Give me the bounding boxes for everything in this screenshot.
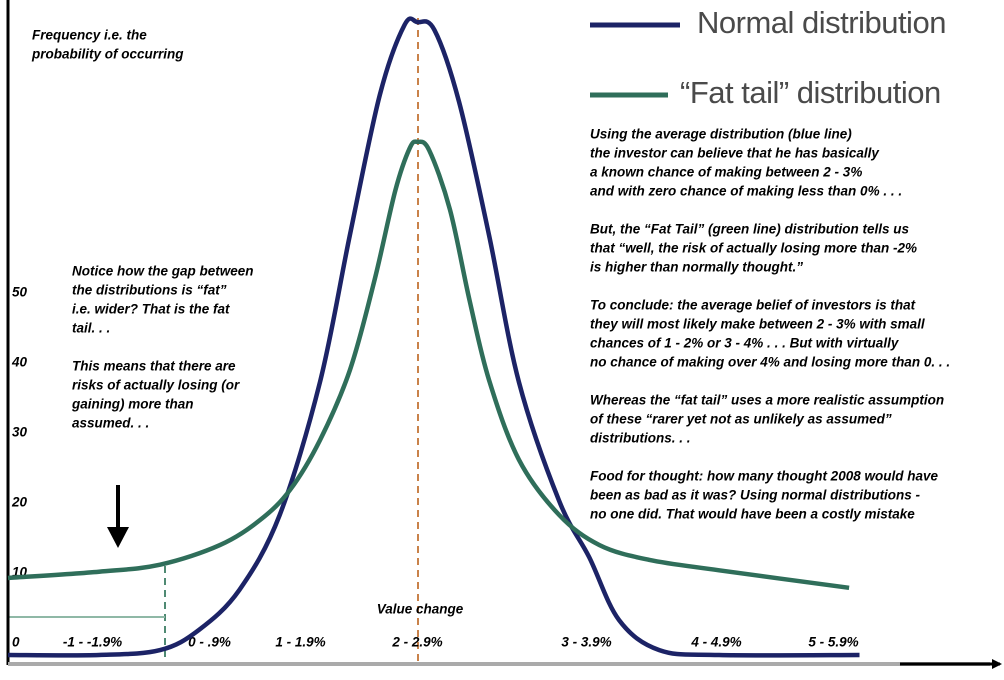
- x-tick-label: -1 - -1.9%: [63, 635, 122, 650]
- annotation: they will most likely make between 2 - 3…: [590, 317, 925, 332]
- y-tick-label: 40: [11, 355, 28, 370]
- x-tick-label: 3 - 3.9%: [561, 635, 611, 650]
- x-tick-label: 0 - .9%: [188, 635, 231, 650]
- annotation: But, the “Fat Tail” (green line) distrib…: [590, 222, 910, 237]
- annotation: Food for thought: how many thought 2008 …: [590, 469, 938, 484]
- y-tick-label: 30: [12, 425, 28, 440]
- series-line: [7, 139, 850, 591]
- annotation: the investor can believe that he has bas…: [590, 146, 880, 161]
- x-tick-label: 5 - 5.9%: [808, 635, 858, 650]
- annotation: This means that there are: [72, 359, 236, 374]
- annotation: i.e. wider? That is the fat: [72, 302, 230, 317]
- annotation: is higher than normally thought.”: [590, 260, 803, 275]
- annotation: chances of 1 - 2% or 3 - 4% . . . But wi…: [590, 336, 900, 351]
- annotation: distributions. . .: [590, 431, 691, 446]
- annotation: no chance of making over 4% and losing m…: [590, 355, 950, 370]
- annotation: risks of actually losing (or: [72, 378, 240, 393]
- y-tick-label: 0: [12, 635, 20, 650]
- series-line: [7, 16, 860, 658]
- legend-label: “Fat tail” distribution: [680, 75, 941, 110]
- annotation: Notice how the gap between: [72, 264, 254, 279]
- annotation: the distributions is “fat”: [72, 283, 227, 298]
- annotation: To conclude: the average belief of inves…: [590, 298, 916, 313]
- annotation: and with zero chance of making less than…: [590, 184, 902, 199]
- legend-label: Normal distribution: [697, 5, 946, 40]
- arrow-head: [107, 527, 129, 548]
- y-tick-label: 20: [11, 495, 28, 510]
- annotation: assumed. . .: [72, 416, 149, 431]
- annotation: Using the average distribution (blue lin…: [590, 127, 852, 142]
- annotation: gaining) more than: [71, 397, 194, 412]
- y-tick-label: 50: [12, 285, 28, 300]
- annotation: no one did. That would have been a costl…: [590, 507, 915, 522]
- x-tick-label: 2 - 2.9%: [391, 635, 442, 650]
- x-tick-label: 4 - 4.9%: [690, 635, 741, 650]
- y-label: Frequency i.e. the: [32, 28, 147, 43]
- annotation: of these “rarer yet not as unlikely as a…: [590, 412, 892, 427]
- y-label: probability of occurring: [31, 47, 184, 62]
- annotation: been as bad as it was? Using normal dist…: [590, 488, 921, 503]
- x-label: Value change: [377, 602, 464, 617]
- annotation: that “well, the risk of actually losing …: [590, 241, 917, 256]
- annotation: tail. . .: [72, 321, 110, 336]
- annotation: a known chance of making between 2 - 3%: [590, 165, 862, 180]
- x-tick-label: 1 - 1.9%: [275, 635, 325, 650]
- annotation: Whereas the “fat tail” uses a more reali…: [590, 393, 944, 408]
